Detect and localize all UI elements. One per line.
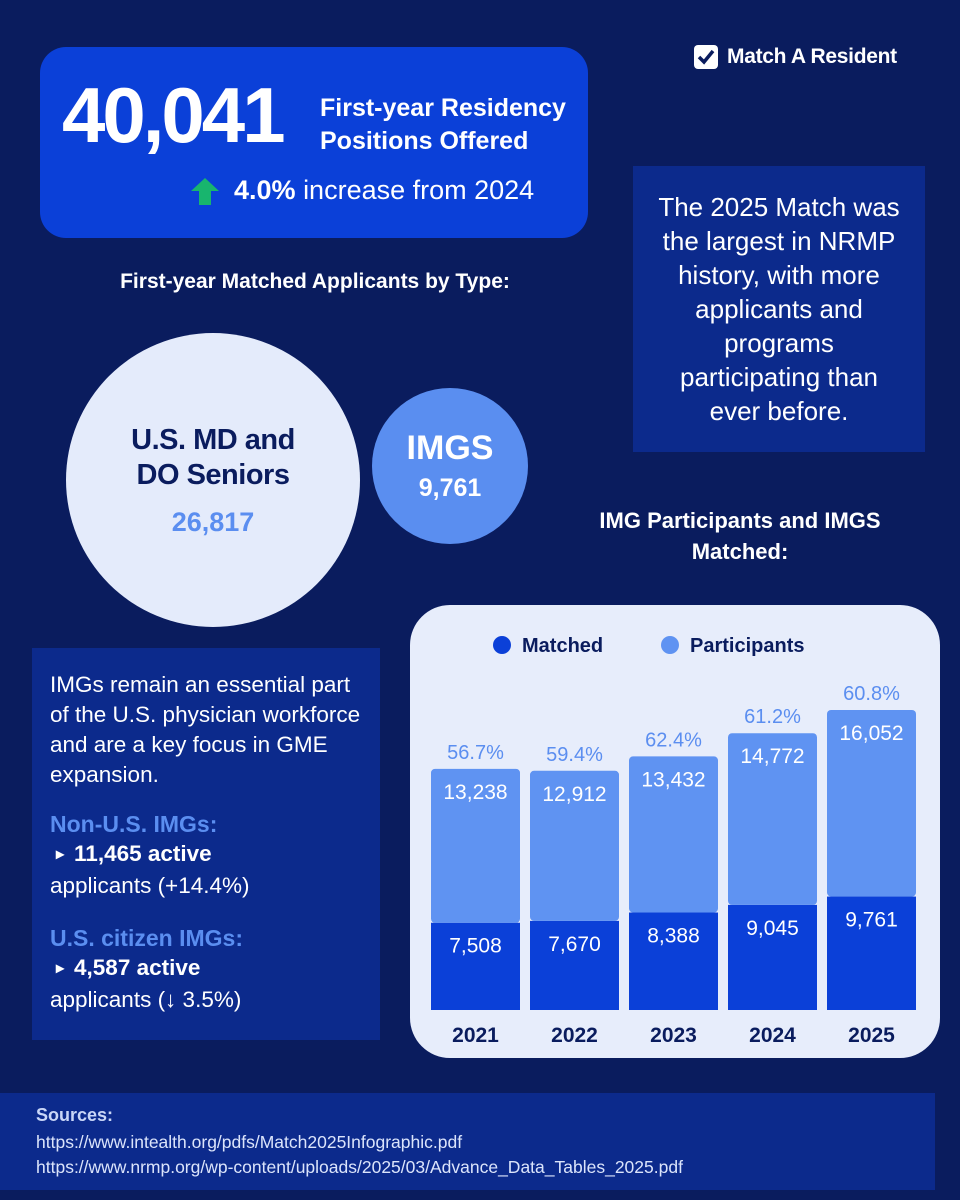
- circle-imgs: IMGS 9,761: [372, 388, 528, 544]
- sources-box: [0, 1093, 935, 1190]
- value-label: 13,238: [443, 781, 507, 804]
- bar-segment: [530, 920, 619, 1010]
- brand-name: Match A Resident: [727, 45, 897, 68]
- x-tick-label: 2025: [848, 1024, 895, 1047]
- change-text: increase from 2024: [303, 175, 535, 205]
- headline-number: 40,041: [62, 71, 286, 159]
- x-tick-label: 2024: [749, 1024, 796, 1047]
- value-label: 8,388: [647, 925, 700, 948]
- types-title: First-year Matched Applicants by Type:: [120, 270, 510, 293]
- value-label: 16,052: [839, 722, 903, 745]
- match-note: The 2025 Match was the largest in NRMP h…: [658, 192, 900, 426]
- source-link: https://www.intealth.org/pdfs/Match2025I…: [36, 1132, 463, 1152]
- change-value: 4.0%: [234, 175, 296, 205]
- bar-segment: [629, 756, 718, 913]
- bar-segment: [530, 770, 619, 921]
- circle-seniors: U.S. MD and DO Seniors 26,817: [66, 333, 360, 627]
- circle-value: 26,817: [171, 506, 255, 537]
- circle-value: 9,761: [418, 474, 482, 502]
- legend-label: Participants: [690, 635, 804, 657]
- img-intro: IMGs remain an essential part of the U.S…: [50, 672, 361, 787]
- source-link: https://www.nrmp.org/wp-content/uploads/…: [36, 1157, 683, 1177]
- rate-label: 59.4%: [546, 744, 603, 766]
- headline-change: 4.0% increase from 2024: [190, 175, 534, 206]
- legend-swatch: [661, 636, 679, 654]
- value-label: 9,761: [845, 909, 898, 932]
- group-rest: applicants (↓ 3.5%): [50, 987, 242, 1012]
- sources-title: Sources:: [36, 1105, 114, 1125]
- x-tick-label: 2023: [650, 1024, 697, 1047]
- value-label: 12,912: [542, 783, 606, 806]
- circle-label: IMGS: [406, 429, 494, 467]
- bar-segment: [728, 904, 817, 1010]
- value-label: 14,772: [740, 745, 804, 768]
- rate-label: 60.8%: [843, 683, 900, 705]
- img-group: U.S. citizen IMGs: 4,587 active applican…: [50, 924, 370, 1014]
- bar-segment: [629, 912, 718, 1010]
- legend-label: Matched: [522, 635, 603, 657]
- bar-segment: [827, 710, 916, 897]
- bar-segment: [827, 896, 916, 1010]
- value-label: 9,045: [746, 917, 799, 940]
- value-label: 7,508: [449, 935, 502, 958]
- rate-label: 56.7%: [447, 742, 504, 764]
- circle-label: U.S. MD and DO Seniors: [131, 423, 295, 491]
- headline-label: First-year Residency Positions Offered: [320, 94, 566, 155]
- rate-label: 61.2%: [744, 706, 801, 728]
- bar-segment: [728, 733, 817, 905]
- brand-icon: [694, 45, 718, 69]
- group-bold: 11,465 active: [50, 839, 370, 871]
- brand: Match A Resident: [693, 44, 897, 70]
- value-label: 7,670: [548, 933, 601, 956]
- group-heading: Non-U.S. IMGs:: [50, 811, 218, 837]
- headline-box: [40, 47, 588, 238]
- up-arrow: [191, 177, 219, 205]
- chart-title: IMG Participants and IMGS Matched:: [599, 508, 881, 564]
- chart: Matched Participants 7,508 13,238 56.7% 2021 7…: [431, 635, 916, 1047]
- x-tick-label: 2022: [551, 1024, 598, 1047]
- group-rest: applicants (+14.4%): [50, 873, 250, 898]
- group-bold: 4,587 active: [50, 953, 370, 985]
- note-box: The 2025 Match was the largest in NRMP h…: [633, 166, 925, 452]
- bar-segment: [431, 768, 520, 923]
- rate-label: 62.4%: [645, 729, 702, 751]
- legend-swatch: [493, 636, 511, 654]
- bar-segment: [431, 922, 520, 1010]
- value-label: 13,432: [641, 768, 705, 791]
- group-heading: U.S. citizen IMGs:: [50, 925, 243, 951]
- x-tick-label: 2021: [452, 1024, 499, 1047]
- img-group: Non-U.S. IMGs: 11,465 active applicants …: [50, 810, 370, 900]
